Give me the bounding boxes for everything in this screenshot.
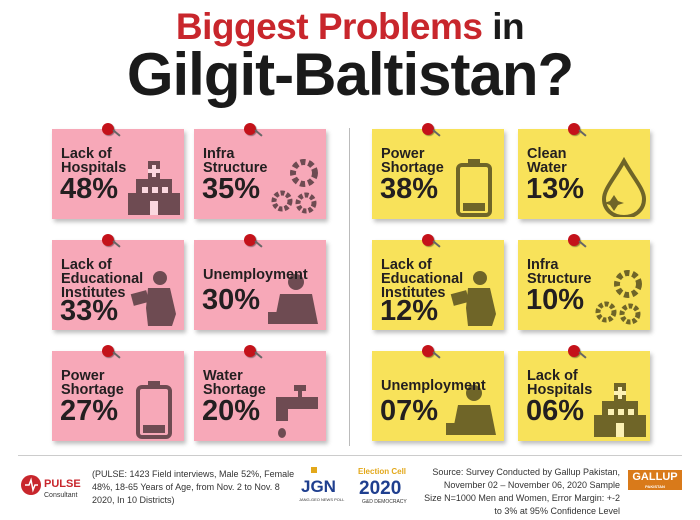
note-label: Water Shortage: [203, 368, 266, 398]
pulse-sub: Consultant: [44, 492, 78, 499]
push-pin-icon: [244, 123, 256, 135]
student-reading-icon: [450, 271, 496, 326]
note-value: 48%: [60, 173, 119, 205]
note-value: 20%: [202, 395, 261, 427]
note-value: 13%: [526, 173, 585, 205]
note-label: Lack of Educational Institutes: [61, 257, 144, 301]
note-value: 38%: [380, 173, 439, 205]
faucet-icon: [276, 385, 318, 438]
note-value: 10%: [526, 284, 585, 316]
hospital-icon: [128, 161, 180, 215]
note-value: 27%: [60, 395, 119, 427]
note-label: Lack of Hospitals: [61, 146, 127, 176]
chart-title: Biggest Problems in: [0, 6, 700, 48]
sticky-note: Lack of Educational Institutes 33%: [52, 240, 184, 330]
sticky-note: Power Shortage 27%: [52, 351, 184, 441]
pulse-logo: PULSE Consultant: [21, 475, 81, 499]
jang-sub: JANG-GEO NEWS POLL: [299, 497, 345, 502]
jang-logo-text: JGN: [301, 477, 336, 496]
push-pin-icon: [422, 234, 434, 246]
push-pin-icon: [422, 345, 434, 357]
election-cell-top: Election Cell: [358, 467, 406, 476]
worried-man-icon: [268, 274, 318, 324]
note-label: Infra Structure: [203, 146, 268, 176]
gears-icon: [271, 159, 318, 214]
sticky-note: Lack of Educational Institutes 12%: [372, 240, 504, 330]
note-label: Power Shortage: [61, 368, 124, 398]
sticky-note: Water Shortage 20%: [194, 351, 326, 441]
note-value: 30%: [202, 284, 261, 316]
footer-divider: [18, 455, 682, 456]
worried-man-icon: [446, 385, 496, 435]
note-label: Infra Structure: [527, 257, 592, 287]
gallup-text: GALLUP: [632, 471, 678, 483]
hospital-icon: [594, 383, 646, 437]
gears-icon: [595, 270, 642, 325]
note-label: Unemployment: [203, 267, 308, 283]
title-black-part: in: [482, 6, 525, 47]
note-label: Clean Water: [527, 146, 567, 176]
sticky-note: Power Shortage 38%: [372, 129, 504, 219]
water-drop-icon: [601, 157, 647, 217]
battery-icon: [456, 159, 492, 217]
sticky-note: Infra Structure 10%: [518, 240, 650, 330]
source-note: Source: Survey Conducted by Gallup Pakis…: [424, 467, 620, 516]
note-label: Lack of Educational Institutes: [381, 257, 464, 301]
sticky-note: Unemployment 30%: [194, 240, 326, 330]
sticky-note: Unemployment 07%: [372, 351, 504, 441]
push-pin-icon: [244, 234, 256, 246]
push-pin-icon: [568, 234, 580, 246]
push-pin-icon: [244, 345, 256, 357]
pulse-survey-note: (PULSE: 1423 Field interviews, Male 52%,…: [92, 469, 295, 505]
title-red-part: Biggest Problems: [175, 6, 483, 47]
push-pin-icon: [102, 345, 114, 357]
election-cell-year: 2020: [359, 478, 401, 499]
sticky-note: Clean Water 13%: [518, 129, 650, 219]
push-pin-icon: [422, 123, 434, 135]
election-cell-bottom: G&D DEMOCRACY: [362, 499, 407, 505]
note-value: 06%: [526, 395, 585, 427]
pulse-name: PULSE: [44, 478, 81, 490]
sticky-note: Lack of Hospitals 48%: [52, 129, 184, 219]
note-label: Lack of Hospitals: [527, 368, 593, 398]
gallup-logo: GALLUP PAKISTAN: [628, 470, 682, 490]
jang-geo-logo: JGN JANG-GEO NEWS POLL: [299, 467, 345, 502]
column-divider: [349, 128, 350, 446]
push-pin-icon: [568, 123, 580, 135]
push-pin-icon: [568, 345, 580, 357]
battery-icon: [136, 381, 172, 439]
student-reading-icon: [130, 271, 176, 326]
note-value: 12%: [380, 295, 439, 327]
chart-subtitle: Gilgit-Baltistan?: [126, 41, 574, 108]
sticky-note: Infra Structure 35%: [194, 129, 326, 219]
election-cell-logo: Election Cell 2020 G&D DEMOCRACY: [358, 467, 407, 505]
gallup-sub: PAKISTAN: [645, 484, 665, 489]
push-pin-icon: [102, 234, 114, 246]
note-value: 07%: [380, 395, 439, 427]
push-pin-icon: [102, 123, 114, 135]
note-value: 33%: [60, 295, 119, 327]
sticky-note: Lack of Hospitals 06%: [518, 351, 650, 441]
note-label: Unemployment: [381, 378, 486, 394]
note-value: 35%: [202, 173, 261, 205]
note-label: Power Shortage: [381, 146, 444, 176]
